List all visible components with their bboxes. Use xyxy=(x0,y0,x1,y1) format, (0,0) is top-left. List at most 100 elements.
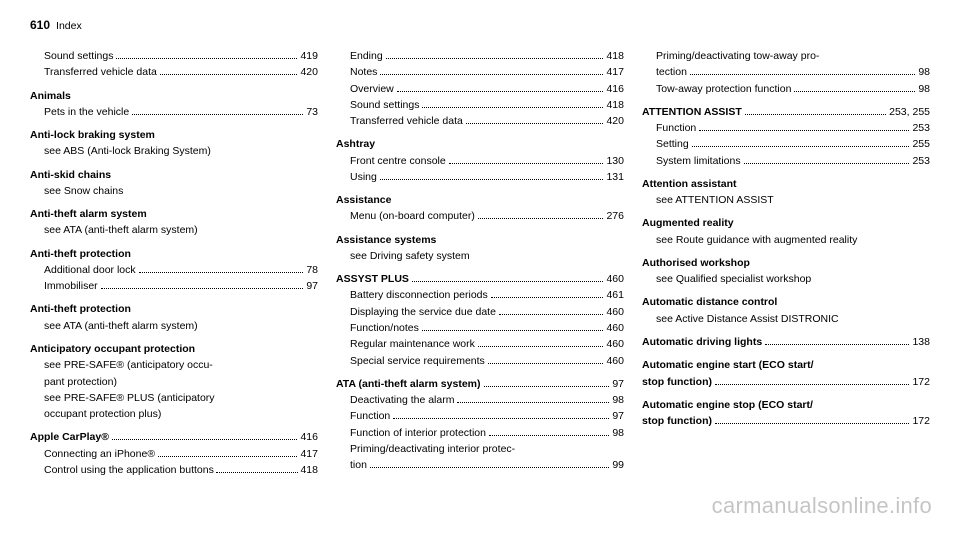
page-label: Index xyxy=(56,20,82,32)
index-entry: Deactivating the alarm98 xyxy=(336,392,624,408)
index-entry-page: 418 xyxy=(300,462,318,478)
index-see-reference: see Qualified specialist workshop xyxy=(642,271,930,287)
index-entry: Immobiliser 97 xyxy=(30,278,318,294)
spacer xyxy=(30,199,318,206)
index-entry-label: Sound settings xyxy=(350,97,419,113)
index-entry-label: Tow-away protection function xyxy=(656,81,791,97)
index-see-reference: see Snow chains xyxy=(30,183,318,199)
leader-dots xyxy=(692,146,910,147)
index-columns: Sound settings419Transferred vehicle dat… xyxy=(30,48,930,478)
index-column-1: Sound settings419Transferred vehicle dat… xyxy=(30,48,318,478)
leader-dots xyxy=(132,114,303,115)
index-see-reference: see ATTENTION ASSIST xyxy=(642,192,930,208)
spacer xyxy=(642,208,930,215)
index-entry-wrap1: Priming/deactivating tow-away pro- xyxy=(642,48,930,64)
spacer xyxy=(642,97,930,104)
index-see-reference: see ATA (anti-theft alarm system) xyxy=(30,318,318,334)
index-entry: Function of interior protection98 xyxy=(336,425,624,441)
leader-dots xyxy=(499,314,604,315)
index-entry-label: Using xyxy=(350,169,377,185)
index-heading: Anti-skid chains xyxy=(30,167,318,183)
index-entry: Additional door lock78 xyxy=(30,262,318,278)
index-entry-page: 420 xyxy=(606,113,624,129)
leader-dots xyxy=(397,91,604,92)
index-heading: Assistance systems xyxy=(336,232,624,248)
index-entry-label: Ending xyxy=(350,48,383,64)
index-entry-page: 420 xyxy=(300,64,318,80)
index-heading: Automatic distance control xyxy=(642,294,930,310)
leader-dots xyxy=(699,130,909,131)
spacer xyxy=(30,334,318,341)
spacer xyxy=(642,390,930,397)
index-entry: Front centre console130 xyxy=(336,153,624,169)
index-column-2: Ending418Notes417Overview416Sound settin… xyxy=(336,48,624,478)
index-entry-label: stop function) xyxy=(642,413,712,429)
index-entry-page: 418 xyxy=(606,97,624,113)
index-entry-label: Sound settings xyxy=(44,48,113,64)
index-entry-label: Function of interior protection xyxy=(350,425,486,441)
leader-dots xyxy=(422,330,604,331)
index-entry-page: 253 xyxy=(912,120,930,136)
leader-dots xyxy=(794,91,915,92)
index-entry-label: Deactivating the alarm xyxy=(350,392,454,408)
leader-dots xyxy=(216,472,299,473)
index-entry-label: ASSYST PLUS xyxy=(336,271,409,287)
index-entry-page: 73 xyxy=(306,104,318,120)
index-entry-page: 97 xyxy=(612,408,624,424)
page-header: 610 Index xyxy=(30,18,930,32)
index-entry-label: Setting xyxy=(656,136,689,152)
index-entry-page: 131 xyxy=(606,169,624,185)
index-entry-page: 97 xyxy=(612,376,624,392)
spacer xyxy=(642,248,930,255)
index-entry-label: Function xyxy=(350,408,390,424)
index-entry-page: 97 xyxy=(306,278,318,294)
index-entry: Transferred vehicle data 420 xyxy=(30,64,318,80)
index-entry: tection98 xyxy=(642,64,930,80)
leader-dots xyxy=(412,281,604,282)
index-entry-page: 253, 255 xyxy=(889,104,930,120)
spacer xyxy=(30,81,318,88)
leader-dots xyxy=(380,179,604,180)
index-heading: Anti-theft protection xyxy=(30,246,318,262)
index-entry-label: Transferred vehicle data xyxy=(44,64,157,80)
index-entry-label: Notes xyxy=(350,64,377,80)
index-see-reference: see Driving safety system xyxy=(336,248,624,264)
index-entry-label: Automatic driving lights xyxy=(642,334,762,350)
index-heading: Ashtray xyxy=(336,136,624,152)
index-entry: Sound settings 418 xyxy=(336,97,624,113)
index-entry: Transferred vehicle data420 xyxy=(336,113,624,129)
index-entry-label: Function xyxy=(656,120,696,136)
index-entry-page: 416 xyxy=(606,81,624,97)
spacer xyxy=(642,287,930,294)
index-see-reference: see Active Distance Assist DISTRONIC xyxy=(642,311,930,327)
index-entry-wrap1: Priming/deactivating interior protec- xyxy=(336,441,624,457)
spacer xyxy=(642,169,930,176)
index-entry: Function/notes460 xyxy=(336,320,624,336)
spacer xyxy=(642,327,930,334)
index-see-reference: see PRE-SAFE® (anticipatory occu- xyxy=(30,357,318,373)
index-entry-page: 172 xyxy=(912,413,930,429)
index-entry-page: 460 xyxy=(606,304,624,320)
leader-dots xyxy=(690,74,915,75)
index-entry-page: 130 xyxy=(606,153,624,169)
spacer xyxy=(336,369,624,376)
index-heading: Authorised workshop xyxy=(642,255,930,271)
index-entry: Battery disconnection periods461 xyxy=(336,287,624,303)
leader-dots xyxy=(139,272,304,273)
leader-dots xyxy=(449,163,604,164)
index-entry-page: 255 xyxy=(912,136,930,152)
index-see-reference: pant protection) xyxy=(30,374,318,390)
spacer xyxy=(30,422,318,429)
spacer xyxy=(336,185,624,192)
index-entry-page: 98 xyxy=(918,64,930,80)
index-entry-page: 460 xyxy=(606,320,624,336)
index-entry-page: 460 xyxy=(606,336,624,352)
index-entry: Control using the application buttons418 xyxy=(30,462,318,478)
spacer xyxy=(336,225,624,232)
index-entry-wrap1: Automatic engine stop (ECO start/ xyxy=(642,397,930,413)
index-entry-page: 78 xyxy=(306,262,318,278)
leader-dots xyxy=(715,384,909,385)
leader-dots xyxy=(488,363,604,364)
index-entry-label: Immobiliser xyxy=(44,278,98,294)
index-see-reference: see PRE-SAFE® PLUS (anticipatory xyxy=(30,390,318,406)
